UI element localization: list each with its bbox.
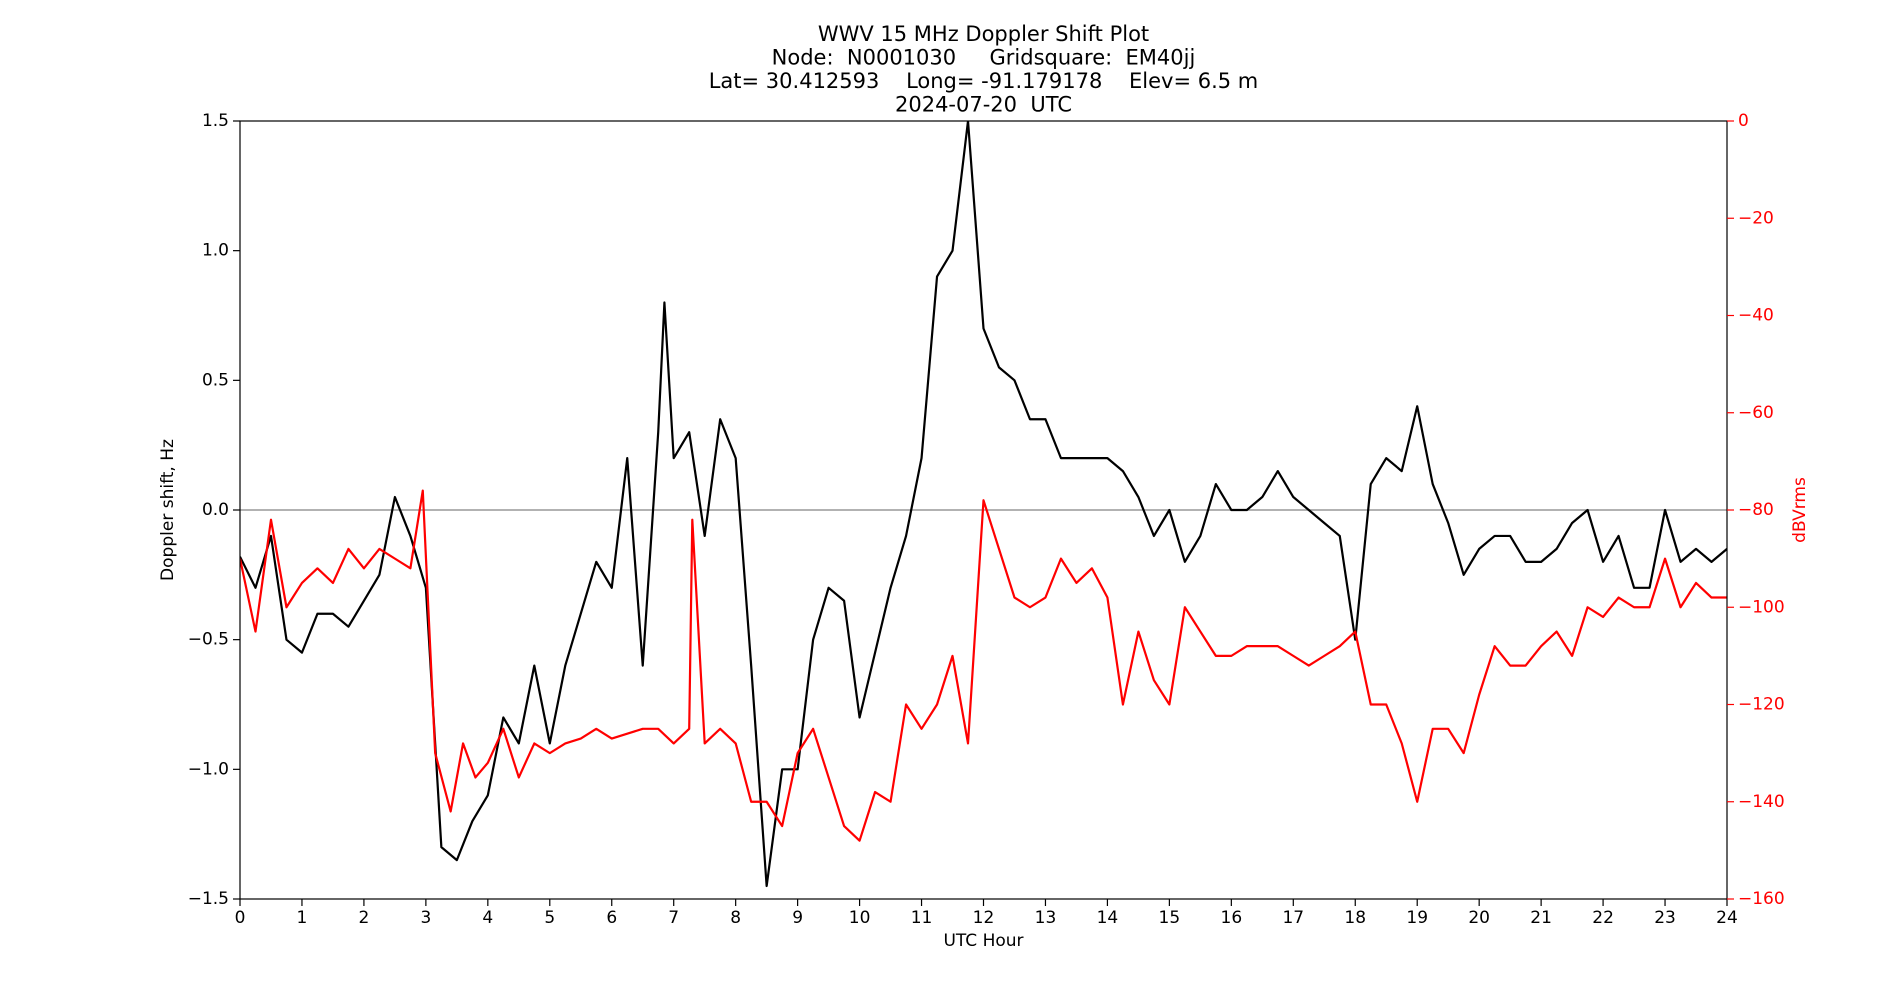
y2-tick-label: −40 — [1738, 306, 1774, 326]
data-line — [240, 121, 1727, 888]
x-tick-label: 20 — [1468, 908, 1490, 928]
y-tick-label: −1.0 — [188, 759, 229, 779]
x-tick-label: 10 — [849, 908, 871, 928]
x-tick-label: 12 — [973, 908, 995, 928]
x-tick-label: 0 — [235, 908, 246, 928]
y2-tick-label: −120 — [1738, 695, 1785, 715]
y-tick-label: 0.5 — [202, 370, 229, 390]
y2-tick-label: −160 — [1738, 889, 1785, 909]
x-tick-label: 6 — [606, 908, 617, 928]
x-tick-label: 15 — [1159, 908, 1181, 928]
y-tick-label: 1.5 — [202, 111, 229, 131]
y2-axis-label: dBVrms — [1790, 477, 1810, 543]
x-tick-label: 1 — [297, 908, 308, 928]
x-tick-label: 14 — [1097, 908, 1119, 928]
y-tick-label: 1.0 — [202, 241, 229, 261]
x-tick-label: 16 — [1221, 908, 1243, 928]
y-tick-label: −0.5 — [188, 630, 229, 650]
x-tick-label: 3 — [420, 908, 431, 928]
x-tick-label: 18 — [1344, 908, 1366, 928]
x-tick-label: 23 — [1654, 908, 1676, 928]
y-tick-label: −1.5 — [188, 889, 229, 909]
x-tick-label: 13 — [1035, 908, 1057, 928]
x-tick-label: 19 — [1406, 908, 1428, 928]
x-tick-label: 4 — [482, 908, 493, 928]
y2-tick-label: −140 — [1738, 792, 1785, 812]
y2-tick-label: −80 — [1738, 500, 1774, 520]
x-tick-label: 5 — [544, 908, 555, 928]
x-tick-label: 21 — [1530, 908, 1552, 928]
x-tick-label: 11 — [911, 908, 933, 928]
y2-tick-label: −100 — [1738, 597, 1785, 617]
x-axis-label: UTC Hour — [943, 931, 1023, 951]
data-line — [240, 489, 1727, 842]
y-axis-label: Doppler shift, Hz — [158, 439, 178, 581]
x-tick-label: 2 — [359, 908, 370, 928]
x-tick-label: 24 — [1716, 908, 1738, 928]
x-tick-label: 9 — [792, 908, 803, 928]
chart-title: WWV 15 MHz Doppler Shift Plot — [818, 22, 1149, 46]
chart-title: Lat= 30.412593 Long= -91.179178 Elev= 6.… — [709, 69, 1259, 93]
x-tick-label: 22 — [1592, 908, 1614, 928]
y2-tick-label: −20 — [1738, 208, 1774, 228]
x-tick-label: 7 — [668, 908, 679, 928]
plot-lines — [240, 121, 1727, 888]
x-tick-label: 8 — [730, 908, 741, 928]
x-tick-label: 17 — [1282, 908, 1304, 928]
y2-tick-label: −60 — [1738, 403, 1774, 423]
y-tick-label: 0.0 — [202, 500, 229, 520]
chart-title: Node: N0001030 Gridsquare: EM40jj — [772, 46, 1196, 70]
chart-title: 2024-07-20 UTC — [895, 93, 1072, 117]
y2-tick-label: 0 — [1738, 111, 1749, 131]
